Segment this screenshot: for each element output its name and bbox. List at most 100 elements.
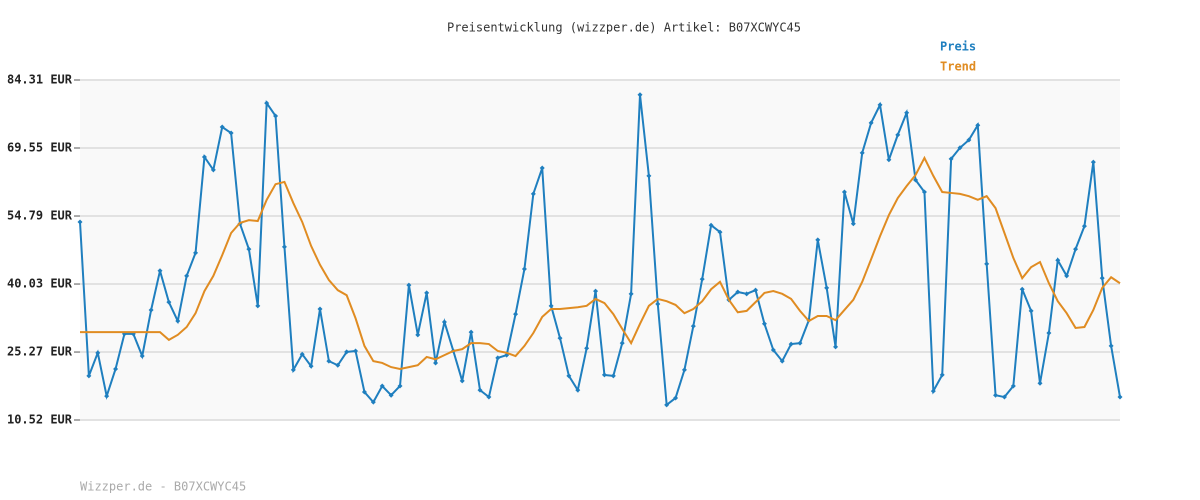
point (797, 340, 803, 346)
point (290, 367, 296, 373)
point (184, 273, 190, 279)
point (1037, 380, 1043, 386)
point (486, 394, 492, 400)
point (139, 353, 145, 359)
point (895, 132, 901, 138)
point (308, 363, 314, 369)
point (77, 219, 83, 225)
point (984, 261, 990, 267)
point (1099, 275, 1105, 281)
point (379, 383, 385, 389)
legend-label: Trend (940, 60, 976, 74)
point (886, 157, 892, 163)
point (779, 358, 785, 364)
point (637, 92, 643, 98)
point (966, 137, 972, 143)
y-tick-label: 25.27 EUR (7, 345, 73, 359)
point (566, 373, 572, 379)
point (993, 392, 999, 398)
point (735, 289, 741, 295)
point (575, 387, 581, 393)
point (664, 402, 670, 408)
point (1108, 343, 1114, 349)
point (690, 323, 696, 329)
point (548, 303, 554, 309)
point (166, 299, 172, 305)
point (157, 268, 163, 274)
point (628, 291, 634, 297)
point (948, 156, 954, 162)
point (513, 311, 519, 317)
point (717, 229, 723, 235)
point (219, 124, 225, 130)
point (975, 122, 981, 128)
point (1001, 394, 1007, 400)
point (86, 373, 92, 379)
point (673, 395, 679, 401)
point (335, 362, 341, 368)
chart-title: Preisentwicklung (wizzper.de) Artikel: B… (447, 21, 801, 35)
point (619, 340, 625, 346)
point (557, 335, 563, 341)
point (433, 360, 439, 366)
point (753, 287, 759, 293)
point (459, 378, 465, 384)
point (113, 366, 119, 372)
point (921, 189, 927, 195)
point (388, 392, 394, 398)
series-line (80, 155, 1121, 370)
point (530, 191, 536, 197)
y-tick-label: 69.55 EUR (7, 141, 73, 155)
y-tick-label: 40.03 EUR (7, 277, 73, 291)
point (104, 393, 110, 399)
point (353, 348, 359, 354)
point (370, 399, 376, 405)
point (317, 306, 323, 312)
point (655, 301, 661, 307)
point (850, 221, 856, 227)
point (246, 246, 252, 252)
point (415, 332, 421, 338)
point (255, 303, 261, 309)
point (877, 102, 883, 108)
point (957, 145, 963, 151)
point (815, 237, 821, 243)
point (1081, 223, 1087, 229)
point (913, 177, 919, 183)
point (1073, 246, 1079, 252)
series-line (79, 94, 1121, 407)
y-tick-label: 54.79 EUR (7, 209, 73, 223)
point (1019, 286, 1025, 292)
point (770, 347, 776, 353)
point (699, 276, 705, 282)
point (441, 319, 447, 325)
point (95, 350, 101, 356)
point (930, 388, 936, 394)
point (1028, 308, 1034, 314)
point (859, 150, 865, 156)
point (1064, 273, 1070, 279)
point (593, 288, 599, 294)
point (210, 167, 216, 173)
plot-area (80, 80, 1120, 420)
footer: Wizzper.de - B07XCWYC45 (80, 480, 246, 494)
point (761, 321, 767, 327)
point (681, 367, 687, 373)
point (495, 355, 501, 361)
point (904, 110, 910, 116)
point (601, 372, 607, 378)
point (1055, 257, 1061, 263)
point (841, 189, 847, 195)
point (1090, 159, 1096, 165)
point (264, 100, 270, 106)
point (175, 318, 181, 324)
y-tick-label: 84.31 EUR (7, 73, 73, 87)
point (477, 387, 483, 393)
point (468, 329, 474, 335)
point (1046, 330, 1052, 336)
point (148, 307, 154, 313)
point (610, 373, 616, 379)
point (539, 165, 545, 171)
point (824, 285, 830, 291)
point (273, 113, 279, 119)
